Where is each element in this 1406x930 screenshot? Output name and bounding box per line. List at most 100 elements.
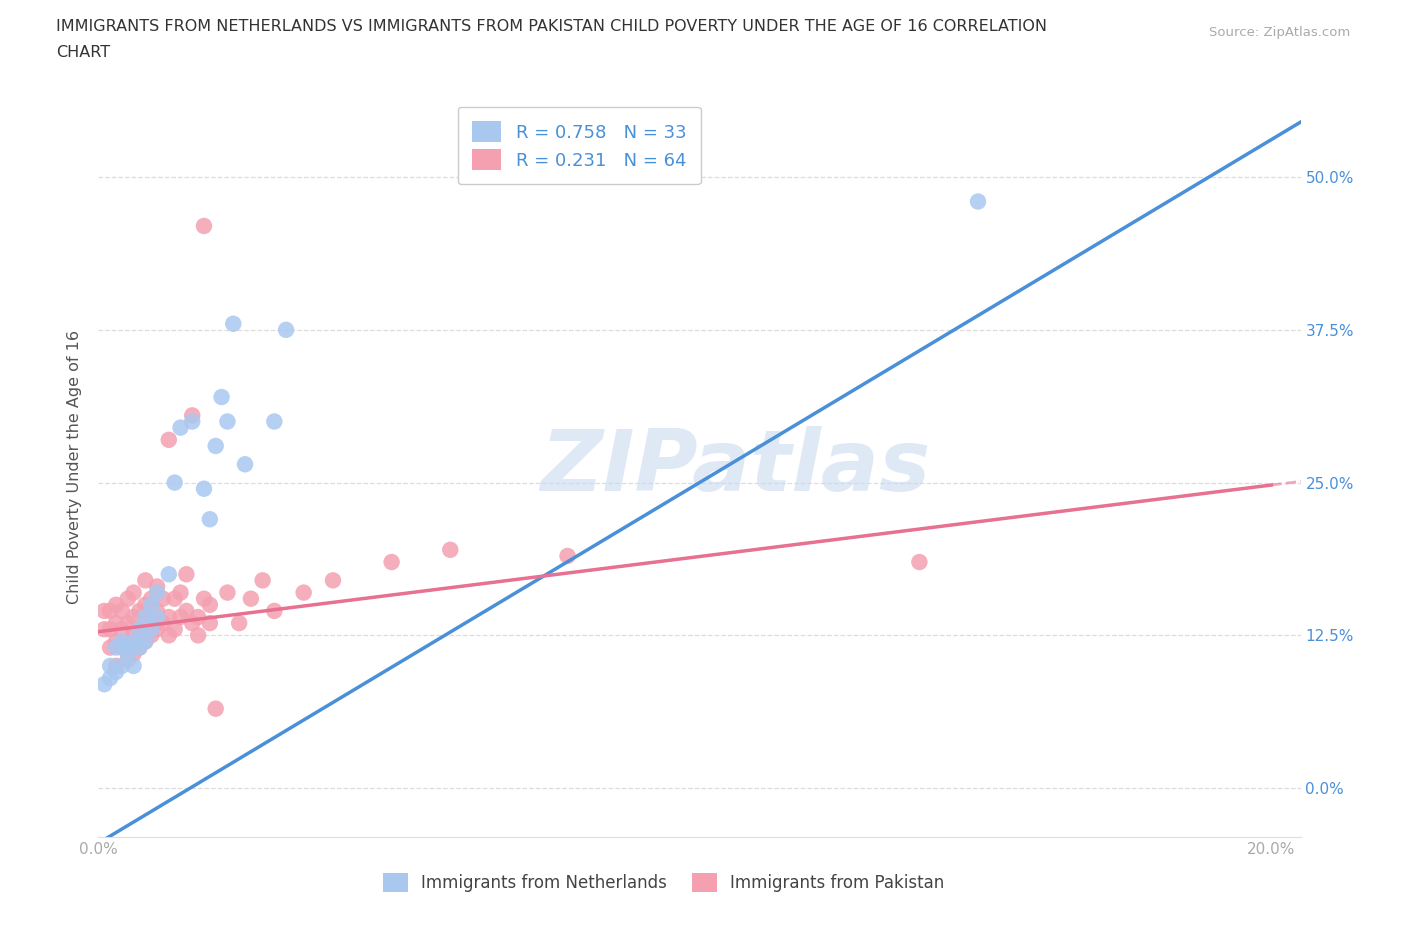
Point bbox=[217, 414, 239, 429]
Point bbox=[111, 622, 134, 637]
Point bbox=[105, 597, 128, 612]
Point bbox=[111, 604, 134, 618]
Point bbox=[967, 194, 990, 209]
Point bbox=[93, 604, 115, 618]
Point bbox=[122, 609, 145, 624]
Point bbox=[381, 554, 404, 569]
Point bbox=[128, 622, 150, 637]
Point bbox=[204, 701, 226, 716]
Point bbox=[187, 609, 209, 624]
Point bbox=[193, 219, 215, 233]
Point bbox=[111, 658, 134, 673]
Point bbox=[322, 573, 344, 588]
Point bbox=[198, 597, 221, 612]
Point bbox=[122, 646, 145, 661]
Point bbox=[228, 616, 250, 631]
Point bbox=[128, 640, 150, 655]
Point bbox=[157, 609, 180, 624]
Point bbox=[128, 604, 150, 618]
Point bbox=[169, 585, 191, 600]
Point bbox=[211, 390, 233, 405]
Point bbox=[181, 414, 204, 429]
Point bbox=[134, 609, 156, 624]
Point bbox=[141, 591, 163, 606]
Point bbox=[146, 585, 169, 600]
Point bbox=[98, 622, 121, 637]
Point bbox=[157, 628, 180, 643]
Point bbox=[141, 622, 163, 637]
Point bbox=[111, 634, 134, 649]
Point bbox=[157, 432, 180, 447]
Point bbox=[169, 420, 191, 435]
Point bbox=[122, 585, 145, 600]
Point bbox=[117, 616, 139, 631]
Point bbox=[141, 597, 163, 612]
Point bbox=[117, 640, 139, 655]
Y-axis label: Child Poverty Under the Age of 16: Child Poverty Under the Age of 16 bbox=[67, 330, 83, 604]
Text: IMMIGRANTS FROM NETHERLANDS VS IMMIGRANTS FROM PAKISTAN CHILD POVERTY UNDER THE : IMMIGRANTS FROM NETHERLANDS VS IMMIGRANT… bbox=[56, 19, 1047, 33]
Point bbox=[163, 475, 186, 490]
Point bbox=[98, 604, 121, 618]
Point bbox=[157, 566, 180, 581]
Point bbox=[98, 658, 121, 673]
Point bbox=[105, 616, 128, 631]
Point bbox=[146, 609, 169, 624]
Point bbox=[239, 591, 262, 606]
Point bbox=[122, 658, 145, 673]
Point bbox=[105, 634, 128, 649]
Point bbox=[176, 566, 198, 581]
Point bbox=[122, 634, 145, 649]
Point bbox=[98, 640, 121, 655]
Point bbox=[105, 640, 128, 655]
Point bbox=[181, 408, 204, 423]
Point bbox=[93, 622, 115, 637]
Point bbox=[128, 640, 150, 655]
Text: Source: ZipAtlas.com: Source: ZipAtlas.com bbox=[1209, 26, 1350, 39]
Point bbox=[152, 616, 174, 631]
Point bbox=[146, 579, 169, 594]
Point bbox=[105, 658, 128, 673]
Point bbox=[217, 585, 239, 600]
Point bbox=[134, 634, 156, 649]
Text: ZIPatlas: ZIPatlas bbox=[540, 426, 931, 509]
Point bbox=[105, 665, 128, 680]
Point bbox=[117, 652, 139, 667]
Point bbox=[263, 604, 285, 618]
Point bbox=[134, 634, 156, 649]
Point bbox=[439, 542, 461, 557]
Legend: Immigrants from Netherlands, Immigrants from Pakistan: Immigrants from Netherlands, Immigrants … bbox=[375, 867, 950, 899]
Point bbox=[233, 457, 256, 472]
Point bbox=[222, 316, 245, 331]
Point bbox=[122, 628, 145, 643]
Point bbox=[187, 628, 209, 643]
Point bbox=[198, 512, 221, 526]
Point bbox=[98, 671, 121, 685]
Point bbox=[111, 640, 134, 655]
Point bbox=[274, 323, 297, 338]
Point bbox=[557, 549, 579, 564]
Point bbox=[134, 616, 156, 631]
Point bbox=[292, 585, 315, 600]
Point bbox=[117, 591, 139, 606]
Point bbox=[134, 573, 156, 588]
Point bbox=[204, 439, 226, 454]
Point bbox=[117, 634, 139, 649]
Point bbox=[146, 604, 169, 618]
Text: CHART: CHART bbox=[56, 45, 110, 60]
Point bbox=[193, 481, 215, 496]
Point bbox=[141, 628, 163, 643]
Point bbox=[146, 622, 169, 637]
Point bbox=[198, 616, 221, 631]
Point bbox=[263, 414, 285, 429]
Point bbox=[163, 622, 186, 637]
Point bbox=[181, 616, 204, 631]
Point bbox=[908, 554, 931, 569]
Point bbox=[169, 609, 191, 624]
Point bbox=[117, 646, 139, 661]
Point bbox=[141, 609, 163, 624]
Point bbox=[176, 604, 198, 618]
Point bbox=[163, 591, 186, 606]
Point bbox=[128, 622, 150, 637]
Point bbox=[93, 677, 115, 692]
Point bbox=[193, 591, 215, 606]
